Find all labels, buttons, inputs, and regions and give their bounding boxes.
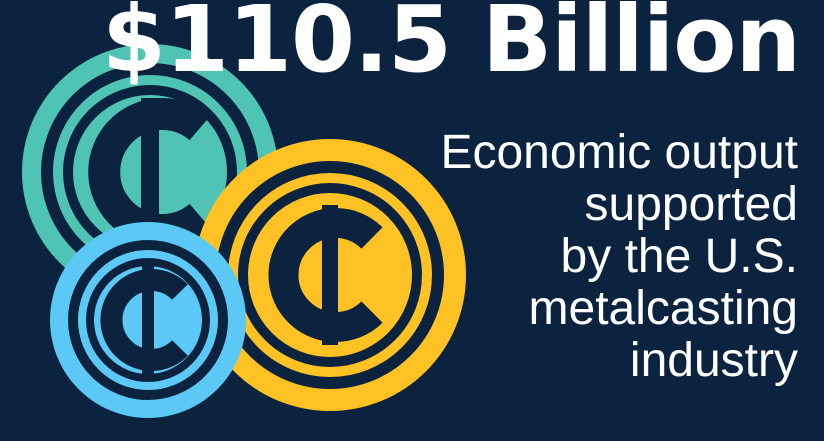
gold-cent-coin-icon <box>194 139 466 411</box>
headline-amount: $110.5 Billion <box>101 0 801 93</box>
caption-text: Economic output supported by the U.S. me… <box>278 127 798 387</box>
blue-cent-coin-icon <box>50 222 246 418</box>
caption-line: Economic output <box>440 126 798 179</box>
caption-line: metalcasting <box>528 282 798 335</box>
caption-line: industry <box>629 334 798 387</box>
caption-line: supported <box>584 178 799 231</box>
caption-line: by the U.S. <box>560 230 798 283</box>
